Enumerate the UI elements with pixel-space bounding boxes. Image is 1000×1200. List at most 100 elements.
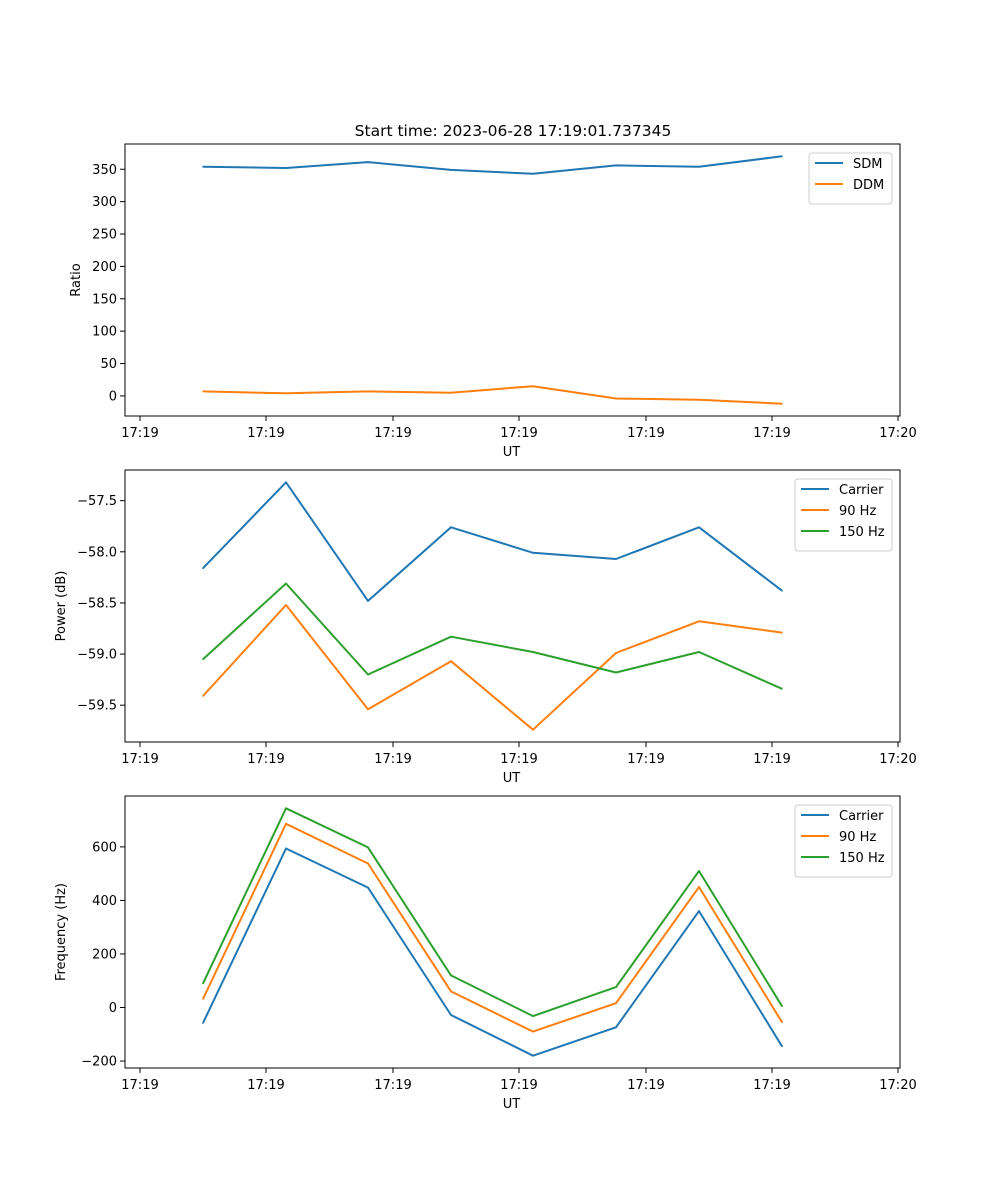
series-line-90-hz xyxy=(202,604,783,731)
data-point xyxy=(367,673,369,676)
x-tick-label: 17:19 xyxy=(374,1078,411,1093)
data-point xyxy=(532,1054,534,1057)
legend-label: 150 Hz xyxy=(839,851,885,866)
series-line-carrier xyxy=(202,481,783,602)
x-tick-label: 17:20 xyxy=(879,1078,916,1093)
data-point xyxy=(450,635,452,638)
data-point xyxy=(698,651,700,653)
x-axis-label: UT xyxy=(503,771,521,786)
data-point xyxy=(285,604,287,606)
data-point xyxy=(615,1026,617,1029)
y-tick-label: 250 xyxy=(92,228,117,243)
x-axis-label: UT xyxy=(503,445,521,460)
data-point xyxy=(202,658,204,660)
data-point xyxy=(781,688,783,690)
x-tick-label: 17:19 xyxy=(374,426,411,441)
data-point xyxy=(450,660,452,662)
data-point xyxy=(698,526,700,529)
y-tick-label: −57.5 xyxy=(77,494,117,509)
data-point xyxy=(450,391,452,394)
x-tick-label: 17:19 xyxy=(753,1078,790,1093)
y-tick-label: 150 xyxy=(92,292,117,307)
series-line-90-hz xyxy=(202,822,783,1033)
x-axis-label: UT xyxy=(503,1097,521,1112)
x-tick-label: 17:19 xyxy=(374,752,411,767)
data-point xyxy=(532,651,534,653)
data-point xyxy=(532,1015,534,1017)
plot-frame xyxy=(124,469,901,743)
data-point xyxy=(367,600,369,602)
chart-panel-1: 17:19 17:19 17:19 17:19 17:19 17:19 17:20 0 50 10… xyxy=(69,143,917,460)
data-point xyxy=(615,652,617,654)
data-point xyxy=(615,558,617,560)
chart-title: Start time: 2023-06-28 17:19:01.737345 xyxy=(355,122,672,140)
legend-label: DDM xyxy=(853,178,884,193)
legend-label: 150 Hz xyxy=(839,525,885,540)
x-tick-label: 17:19 xyxy=(500,1078,537,1093)
data-point xyxy=(532,173,534,175)
data-point xyxy=(367,862,369,865)
data-point xyxy=(781,589,783,592)
data-point xyxy=(285,823,287,825)
x-tick-label: 17:19 xyxy=(627,426,664,441)
data-point xyxy=(367,708,369,711)
y-tick-label: −58.5 xyxy=(77,596,117,611)
y-tick-label: −59.5 xyxy=(77,699,117,714)
data-point xyxy=(450,1014,452,1016)
series-line-150-hz xyxy=(202,582,783,690)
series-line-sdm xyxy=(202,155,783,175)
data-point xyxy=(367,390,369,393)
legend-label: Carrier xyxy=(839,483,884,498)
legend xyxy=(808,152,893,205)
y-tick-label: 200 xyxy=(92,260,117,275)
x-tick-label: 17:19 xyxy=(121,752,158,767)
y-tick-label: 400 xyxy=(92,894,117,909)
data-point xyxy=(202,390,204,393)
data-point xyxy=(367,886,369,889)
data-point xyxy=(285,392,287,395)
x-tick-label: 17:20 xyxy=(879,426,916,441)
y-tick-label: 0 xyxy=(109,1001,117,1016)
chart-panel-3: 17:19 17:19 17:19 17:19 17:19 17:19 17:20 −200 0… xyxy=(54,795,917,1112)
data-point xyxy=(781,1021,783,1023)
data-point xyxy=(781,631,783,634)
data-point xyxy=(202,998,204,1000)
data-point xyxy=(450,526,452,529)
data-point xyxy=(781,1045,783,1048)
y-tick-label: −200 xyxy=(81,1055,117,1070)
data-point xyxy=(781,155,783,158)
data-point xyxy=(698,886,700,888)
legend-label: 90 Hz xyxy=(839,504,876,519)
data-point xyxy=(615,164,617,167)
data-point xyxy=(285,582,287,585)
data-point xyxy=(698,870,700,872)
legend xyxy=(794,804,893,878)
x-tick-label: 17:19 xyxy=(500,752,537,767)
data-point xyxy=(532,1030,534,1033)
x-tick-label: 17:19 xyxy=(753,426,790,441)
data-point xyxy=(202,567,204,569)
y-tick-label: 200 xyxy=(92,947,117,962)
y-axis-label: Power (dB) xyxy=(54,571,69,642)
y-tick-label: 100 xyxy=(92,325,117,340)
data-point xyxy=(532,728,534,731)
x-tick-label: 17:19 xyxy=(121,1078,158,1093)
data-point xyxy=(532,552,534,554)
x-tick-label: 17:19 xyxy=(627,752,664,767)
data-point xyxy=(698,620,700,623)
x-tick-label: 17:20 xyxy=(879,752,916,767)
data-point xyxy=(698,165,700,168)
data-point xyxy=(202,165,204,168)
y-tick-label: 300 xyxy=(92,195,117,210)
y-tick-label: −58.0 xyxy=(77,545,117,560)
data-point xyxy=(202,695,204,697)
data-point xyxy=(285,167,287,169)
y-tick-label: 0 xyxy=(109,389,117,404)
data-point xyxy=(202,982,204,985)
data-point xyxy=(781,1005,783,1007)
data-point xyxy=(615,986,617,988)
data-point xyxy=(615,397,617,400)
series-line-150-hz xyxy=(202,807,783,1018)
data-point xyxy=(285,481,287,484)
